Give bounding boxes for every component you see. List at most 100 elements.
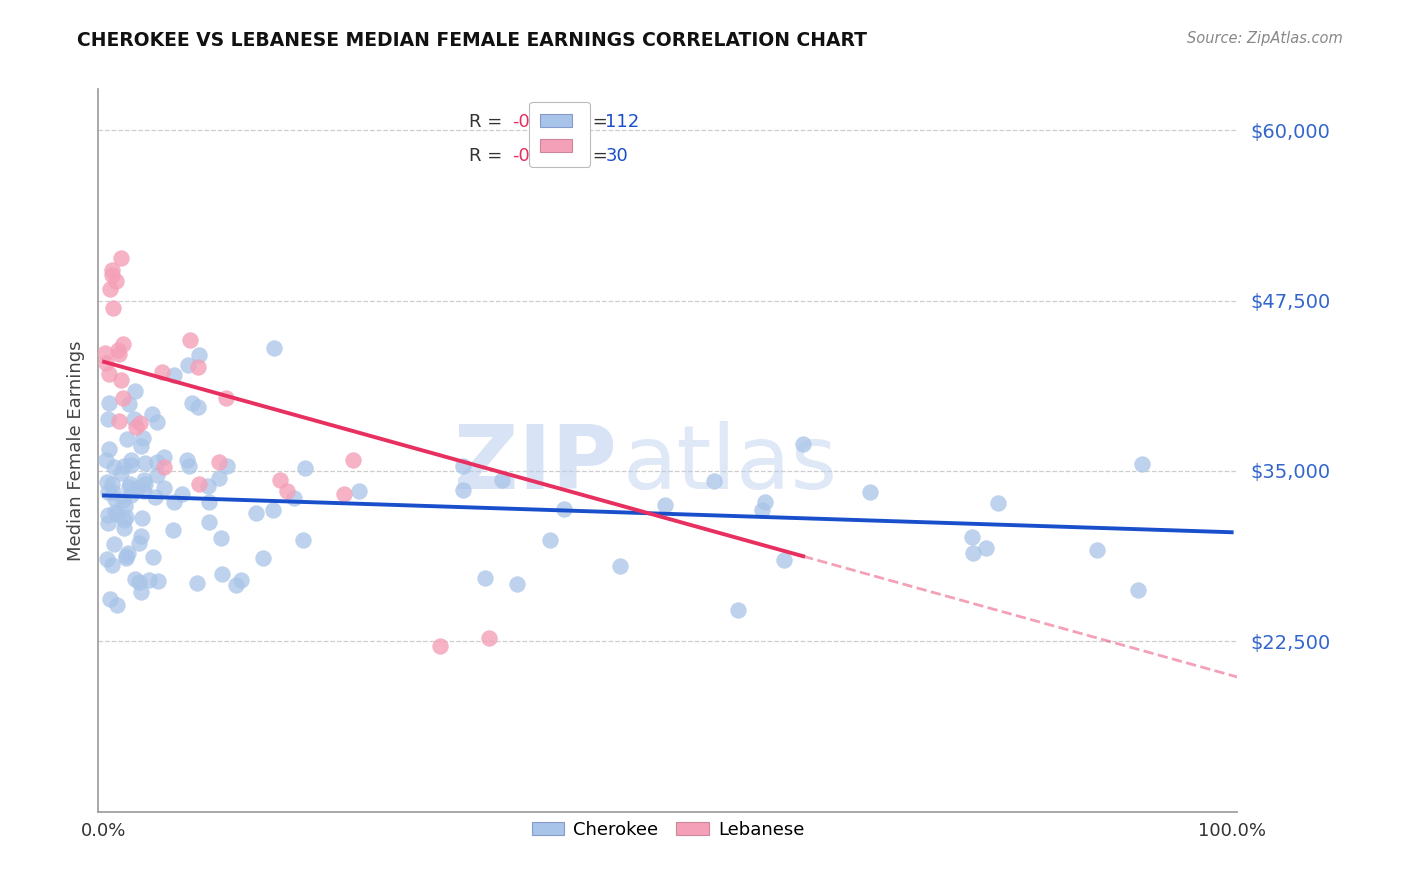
Point xyxy=(773,553,796,567)
Point xyxy=(262,503,284,517)
Point xyxy=(429,640,451,654)
Text: -0.101: -0.101 xyxy=(512,112,569,131)
Point xyxy=(103,484,125,499)
Point xyxy=(129,585,152,599)
Point xyxy=(654,498,676,512)
Point xyxy=(727,602,749,616)
Point xyxy=(97,508,120,522)
Point xyxy=(333,487,356,501)
Point xyxy=(177,358,200,372)
Point xyxy=(125,420,148,434)
Point xyxy=(94,346,117,360)
Point xyxy=(186,575,208,590)
Point xyxy=(150,365,173,379)
Point xyxy=(101,263,124,277)
Point xyxy=(181,395,204,409)
Point xyxy=(451,483,474,497)
Point xyxy=(1130,458,1153,472)
Point xyxy=(179,333,201,347)
Y-axis label: Median Female Earnings: Median Female Earnings xyxy=(66,340,84,561)
Point xyxy=(245,506,267,520)
Point xyxy=(112,337,135,351)
Point xyxy=(187,476,209,491)
Point xyxy=(110,373,132,387)
Point xyxy=(283,491,305,506)
Point xyxy=(114,549,136,564)
Point xyxy=(269,473,291,487)
Point xyxy=(1085,543,1108,558)
Point xyxy=(100,476,122,491)
Point xyxy=(105,598,128,612)
Point xyxy=(342,453,364,467)
Text: Source: ZipAtlas.com: Source: ZipAtlas.com xyxy=(1187,31,1343,46)
Point xyxy=(117,546,139,560)
Point xyxy=(292,533,315,547)
Point xyxy=(751,503,773,517)
Point xyxy=(754,495,776,509)
Point xyxy=(115,510,138,524)
Point xyxy=(128,536,150,550)
Point xyxy=(105,507,128,521)
Point xyxy=(129,529,152,543)
Point xyxy=(198,495,221,509)
Point xyxy=(187,348,209,362)
Point xyxy=(104,505,127,519)
Point xyxy=(112,521,135,535)
Point xyxy=(211,567,233,582)
Point xyxy=(252,550,274,565)
Text: CHEROKEE VS LEBANESE MEDIAN FEMALE EARNINGS CORRELATION CHART: CHEROKEE VS LEBANESE MEDIAN FEMALE EARNI… xyxy=(77,31,868,50)
Point xyxy=(118,397,141,411)
Point xyxy=(153,460,176,475)
Text: R =: R = xyxy=(468,112,508,131)
Legend: Cherokee, Lebanese: Cherokee, Lebanese xyxy=(524,814,811,846)
Point xyxy=(105,275,128,289)
Point xyxy=(107,414,129,428)
Text: 30: 30 xyxy=(605,146,628,165)
Point xyxy=(101,301,124,316)
Point xyxy=(538,533,561,548)
Point xyxy=(125,481,148,495)
Text: R =: R = xyxy=(468,146,508,165)
Point xyxy=(131,510,153,524)
Point xyxy=(131,431,153,445)
Point xyxy=(170,486,193,500)
Point xyxy=(162,368,184,383)
Point xyxy=(491,474,513,488)
Point xyxy=(129,439,152,453)
Point xyxy=(478,632,501,646)
Point xyxy=(97,442,120,456)
Point xyxy=(208,455,231,469)
Point xyxy=(703,474,725,488)
Point xyxy=(117,432,139,446)
Text: N =: N = xyxy=(562,146,613,165)
Point xyxy=(146,574,169,588)
Point xyxy=(453,458,475,473)
Point xyxy=(120,458,142,472)
Point xyxy=(225,578,247,592)
Point xyxy=(143,490,166,504)
Point xyxy=(229,573,252,587)
Point xyxy=(112,459,135,474)
Point xyxy=(97,412,120,426)
Point xyxy=(103,537,125,551)
Point xyxy=(146,467,169,482)
Point xyxy=(792,437,814,451)
Point xyxy=(609,558,631,573)
Point xyxy=(124,384,146,398)
Point xyxy=(118,480,141,494)
Point xyxy=(209,531,232,545)
Point xyxy=(141,407,163,421)
Point xyxy=(215,391,238,405)
Point xyxy=(103,459,125,474)
Point xyxy=(859,484,882,499)
Point xyxy=(132,473,155,487)
Point xyxy=(1126,583,1149,598)
Point xyxy=(108,347,131,361)
Point xyxy=(124,572,146,586)
Point xyxy=(187,400,209,414)
Point xyxy=(101,558,124,572)
Point xyxy=(115,550,138,565)
Point xyxy=(101,268,124,282)
Point xyxy=(187,360,209,375)
Point xyxy=(294,461,316,475)
